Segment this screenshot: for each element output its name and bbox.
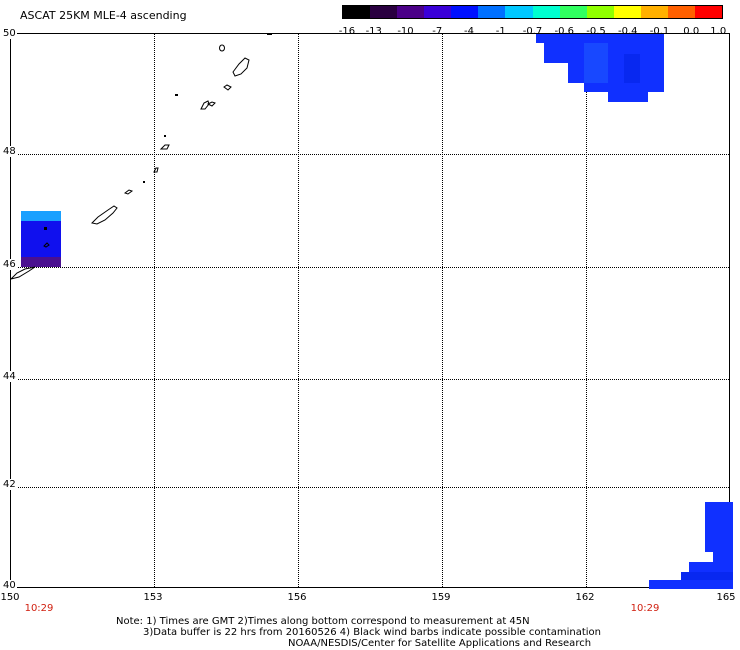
color-scale-swatch [424,6,452,18]
lon-label-162: 162 [575,592,595,603]
lat-gridline-46 [11,267,729,268]
data-cell [624,54,640,83]
color-scale-label: -4 [464,26,474,37]
data-cell [649,580,733,589]
lat-label-48: 48 [2,146,17,157]
lat-label-40: 40 [2,580,17,591]
color-scale-swatch [478,6,506,18]
lon-gridline-153 [154,34,155,587]
data-cell [681,572,733,580]
color-scale-label: 0.0 [683,26,700,37]
lat-label-42: 42 [2,479,17,490]
data-cell [536,34,664,43]
lon-label-159: 159 [431,592,451,603]
map-plot-area [10,33,733,589]
data-cell [713,552,733,562]
lon-gridline-159 [442,34,443,587]
note-line-1: Note: 1) Times are GMT 2)Times along bot… [116,616,530,627]
lon-label-150: 150 [0,592,20,603]
color-scale-label: -0.7 [522,26,543,37]
lon-gridline-162 [586,34,587,587]
color-scale-label: -1 [495,26,506,37]
color-scale-bar [342,5,723,19]
lat-label-46: 46 [2,259,17,270]
color-scale-label: -0.4 [617,26,638,37]
color-scale-swatch [695,6,723,18]
color-scale-swatch [559,6,587,18]
color-scale-label: -10 [397,26,414,37]
data-cell [689,562,733,572]
note-line-3: NOAA/NESDIS/Center for Satellite Applica… [288,638,592,649]
color-scale-label: 1.0 [710,26,727,37]
color-scale-swatch [505,6,533,18]
color-scale-swatch [451,6,479,18]
lon-label-165: 165 [716,592,736,603]
color-scale-label: -0.6 [554,26,575,37]
note-line-2: 3)Data buffer is 22 hrs from 20160526 4)… [143,627,601,638]
time-label: 10:29 [24,603,54,614]
data-cell [584,83,664,92]
data-cell [21,221,61,257]
color-scale-swatch [640,6,668,18]
color-scale-label: -7 [432,26,443,37]
lat-label-50: 50 [2,28,17,39]
data-cell [21,257,61,267]
data-cell [584,43,608,83]
lon-gridline-156 [298,34,299,587]
color-scale-swatch [343,6,371,18]
color-scale-label: -0.1 [649,26,670,37]
data-cell [608,92,648,102]
time-label: 10:29 [630,603,660,614]
color-scale-swatch [667,6,696,18]
color-scale-swatch [397,6,425,18]
lon-label-153: 153 [143,592,163,603]
coastline-outlines [11,34,272,280]
color-scale-label: -16 [338,26,356,37]
data-cell [705,502,733,552]
lat-gridline-44 [11,379,729,380]
color-scale-label: -13 [365,26,382,37]
data-cell [21,211,61,221]
lon-label-156: 156 [287,592,307,603]
lat-gridline-48 [11,154,729,155]
color-scale-swatch [586,6,614,18]
lat-gridline-42 [11,487,729,488]
color-scale-swatch [613,6,641,18]
color-scale-labels: -16 -13 -10 -7 -4 -1 -0.7 -0.6 -0.5 -0.4 -0.1 0.0 1.… [338,26,727,38]
color-scale-swatch [532,6,560,18]
lat-label-44: 44 [2,371,17,382]
product-title: ASCAT 25KM MLE-4 ascending [20,9,187,22]
color-scale-swatch [370,6,398,18]
color-scale-label: -0.5 [586,26,606,37]
